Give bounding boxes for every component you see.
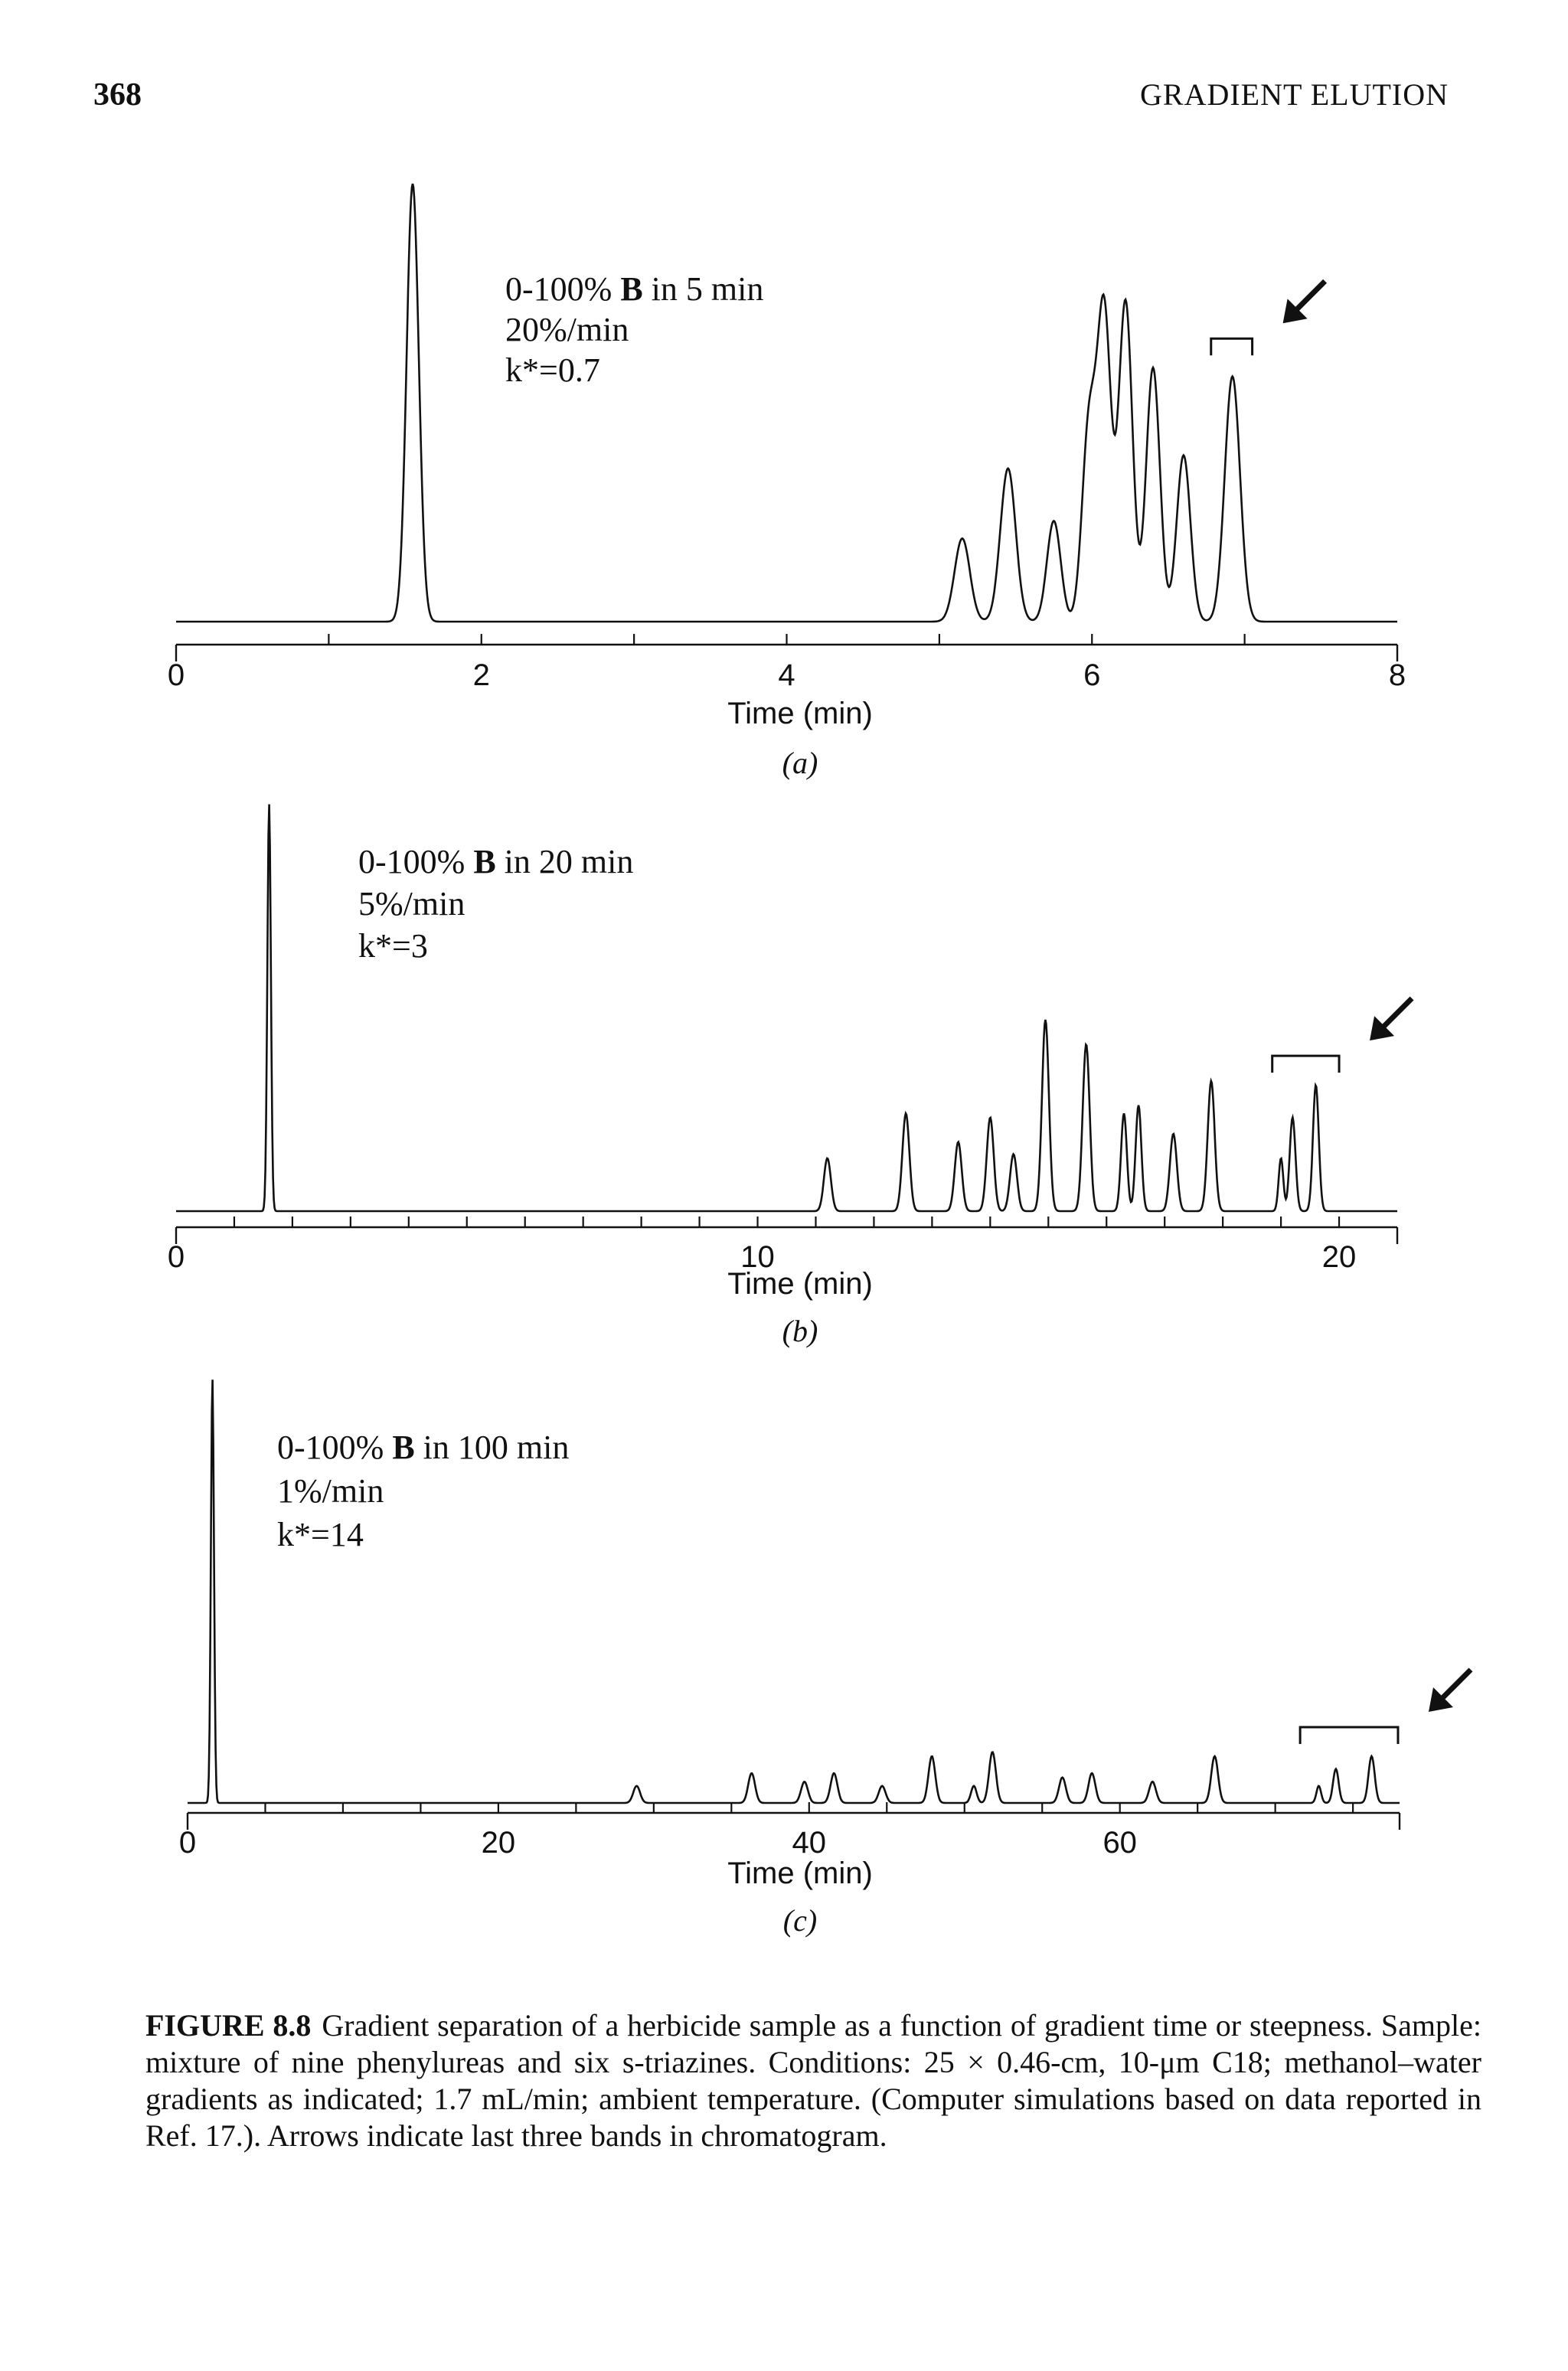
x-axis-title: Time (min) (727, 697, 873, 730)
peak-marker-3 (750, 1771, 754, 1775)
figure-caption: FIGURE 8.8 Gradient separation of a herbi… (145, 2007, 1481, 2154)
conditions-kstar: k*=3 (358, 927, 428, 965)
x-tick-label: 4 (778, 658, 795, 692)
conditions-gradient-line: 0-100% B in 20 min (358, 843, 633, 880)
x-tick-label: 40 (792, 1826, 827, 1860)
peak-marker-9 (990, 1749, 995, 1754)
panel-label: (b) (782, 1314, 818, 1348)
conditions-rate: 20%/min (505, 311, 629, 348)
peak-marker-13 (1213, 1754, 1217, 1759)
x-tick-label: 8 (1389, 658, 1406, 692)
chromatogram-b: 0-100% B in 20 min 5%/min k*=3 Time (min… (168, 804, 1414, 1348)
chromatogram-c: 0-100% B in 100 min 1%/min k*=14 Time (m… (179, 1376, 1473, 1938)
peak-marker-14 (1317, 1784, 1321, 1788)
conditions-kstar: k*=14 (277, 1516, 364, 1553)
peak-marker-4 (802, 1779, 807, 1784)
peak-marker-10 (1060, 1775, 1065, 1780)
x-axis-title: Time (min) (727, 1857, 873, 1890)
last-bands-bracket (1210, 337, 1254, 356)
panel-label: (c) (783, 1903, 817, 1938)
caption-text: Gradient separation of a herbicide sampl… (145, 2008, 1481, 2153)
peak-marker-8 (972, 1784, 976, 1788)
x-tick-label: 2 (473, 658, 490, 692)
peak-marker-2 (635, 1784, 639, 1788)
peak-marker-16 (1370, 1754, 1374, 1759)
peak-marker-12 (1150, 1779, 1155, 1784)
peak-marker-11 (1089, 1771, 1094, 1775)
conditions-kstar: k*=0.7 (505, 351, 600, 389)
peak-marker-7 (929, 1754, 934, 1759)
x-tick-label: 20 (482, 1826, 516, 1860)
x-tick-label: 20 (1322, 1240, 1357, 1274)
x-tick-label: 10 (740, 1240, 775, 1274)
last-bands-bracket (1271, 1054, 1341, 1073)
signal-trace (176, 183, 1397, 623)
x-tick-label: 0 (179, 1826, 196, 1860)
running-head: GRADIENT ELUTION (1140, 77, 1449, 112)
last-bands-bracket (1298, 1726, 1400, 1744)
x-tick-label: 60 (1102, 1826, 1137, 1860)
x-tick-label: 6 (1083, 658, 1100, 692)
x-tick-label: 0 (168, 1240, 185, 1274)
arrow-icon (1370, 996, 1414, 1041)
signal-trace (176, 804, 1397, 1213)
conditions-rate: 1%/min (277, 1472, 384, 1510)
x-axis-title: Time (min) (727, 1267, 873, 1301)
peak-marker-15 (1334, 1767, 1338, 1772)
chromatogram-a: 0-100% B in 5 min 20%/min k*=0.7 Time (m… (168, 183, 1406, 780)
figure-label: FIGURE 8.8 (145, 2008, 312, 2043)
x-tick-label: 0 (168, 658, 185, 692)
panel-label: (a) (782, 746, 818, 780)
conditions-rate: 5%/min (358, 885, 465, 923)
peak-marker-5 (831, 1771, 836, 1775)
page-number: 368 (93, 77, 142, 113)
peak-marker-6 (880, 1784, 884, 1788)
arrow-icon (1282, 279, 1328, 324)
peak-marker-1 (211, 1376, 215, 1380)
arrow-icon (1428, 1667, 1473, 1712)
conditions-gradient-line: 0-100% B in 5 min (505, 270, 763, 308)
conditions-gradient-line: 0-100% B in 100 min (277, 1429, 569, 1466)
